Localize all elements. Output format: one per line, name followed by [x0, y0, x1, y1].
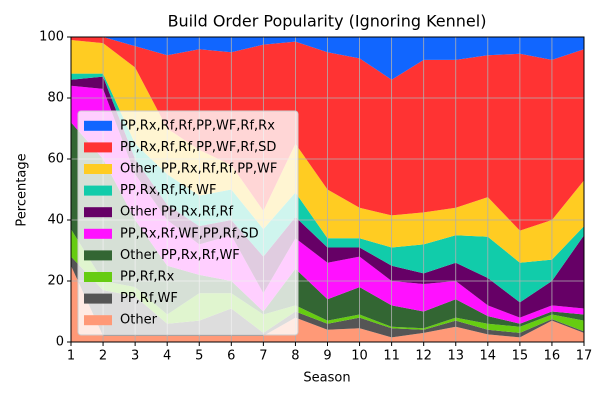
x-tick-label: 15 — [512, 349, 529, 364]
legend-swatch — [84, 315, 112, 326]
legend-swatch — [84, 228, 112, 239]
legend-label: PP,Rf,Rx — [120, 270, 175, 285]
x-tick-label: 10 — [351, 349, 368, 364]
x-tick-label: 1 — [67, 349, 75, 364]
legend-label: Other PP,Rx,Rf,Rf,PP,WF — [120, 162, 277, 177]
x-tick-label: 5 — [195, 349, 203, 364]
legend-swatch — [84, 207, 112, 218]
x-tick-label: 14 — [480, 349, 497, 364]
x-tick-label: 9 — [323, 349, 331, 364]
y-tick-label: 40 — [47, 213, 64, 228]
legend-label: PP,Rx,Rf,Rf,WF — [120, 183, 216, 198]
legend-box — [77, 110, 299, 336]
x-tick-label: 11 — [383, 349, 400, 364]
legend-swatch — [84, 120, 112, 131]
legend-label: Other PP,Rx,Rf,Rf — [120, 205, 233, 220]
x-tick-label: 12 — [415, 349, 432, 364]
x-tick-label: 4 — [163, 349, 171, 364]
x-tick-label: 2 — [99, 349, 107, 364]
y-tick-label: 100 — [39, 30, 64, 45]
x-tick-label: 8 — [291, 349, 299, 364]
legend-label: Other PP,Rx,Rf,WF — [120, 248, 240, 263]
legend-swatch — [84, 250, 112, 261]
legend-label: Other — [120, 313, 158, 328]
legend-label: PP,Rx,Rf,WF,PP,Rf,SD — [120, 226, 259, 241]
legend-label: PP,Rx,Rf,Rf,PP,WF,Rf,Rx — [120, 118, 275, 133]
legend-label: PP,Rx,Rf,Rf,PP,WF,Rf,SD — [120, 140, 276, 155]
chart-title: Build Order Popularity (Ignoring Kennel) — [168, 12, 487, 31]
plot-frame — [70, 36, 585, 343]
y-axis-label: Percentage — [15, 153, 30, 226]
legend-label: PP,Rf,WF — [120, 291, 178, 306]
legend-swatch — [84, 185, 112, 196]
y-tick-label: 0 — [56, 335, 64, 350]
area — [71, 265, 584, 342]
legend-swatch — [84, 272, 112, 282]
x-axis-label: Season — [303, 371, 350, 386]
y-tick-label: 80 — [47, 91, 64, 106]
x-tick-label: 7 — [259, 349, 267, 364]
legend-swatch — [84, 164, 112, 174]
x-tick-label: 16 — [544, 349, 561, 364]
legend-swatch — [84, 142, 112, 153]
legend-swatch — [84, 293, 112, 304]
x-tick-label: 3 — [131, 349, 139, 364]
y-tick-label: 60 — [47, 152, 64, 167]
y-tick-label: 20 — [47, 274, 64, 289]
x-tick-label: 6 — [227, 349, 235, 364]
x-tick-label: 13 — [447, 349, 464, 364]
x-tick-label: 17 — [576, 349, 593, 364]
